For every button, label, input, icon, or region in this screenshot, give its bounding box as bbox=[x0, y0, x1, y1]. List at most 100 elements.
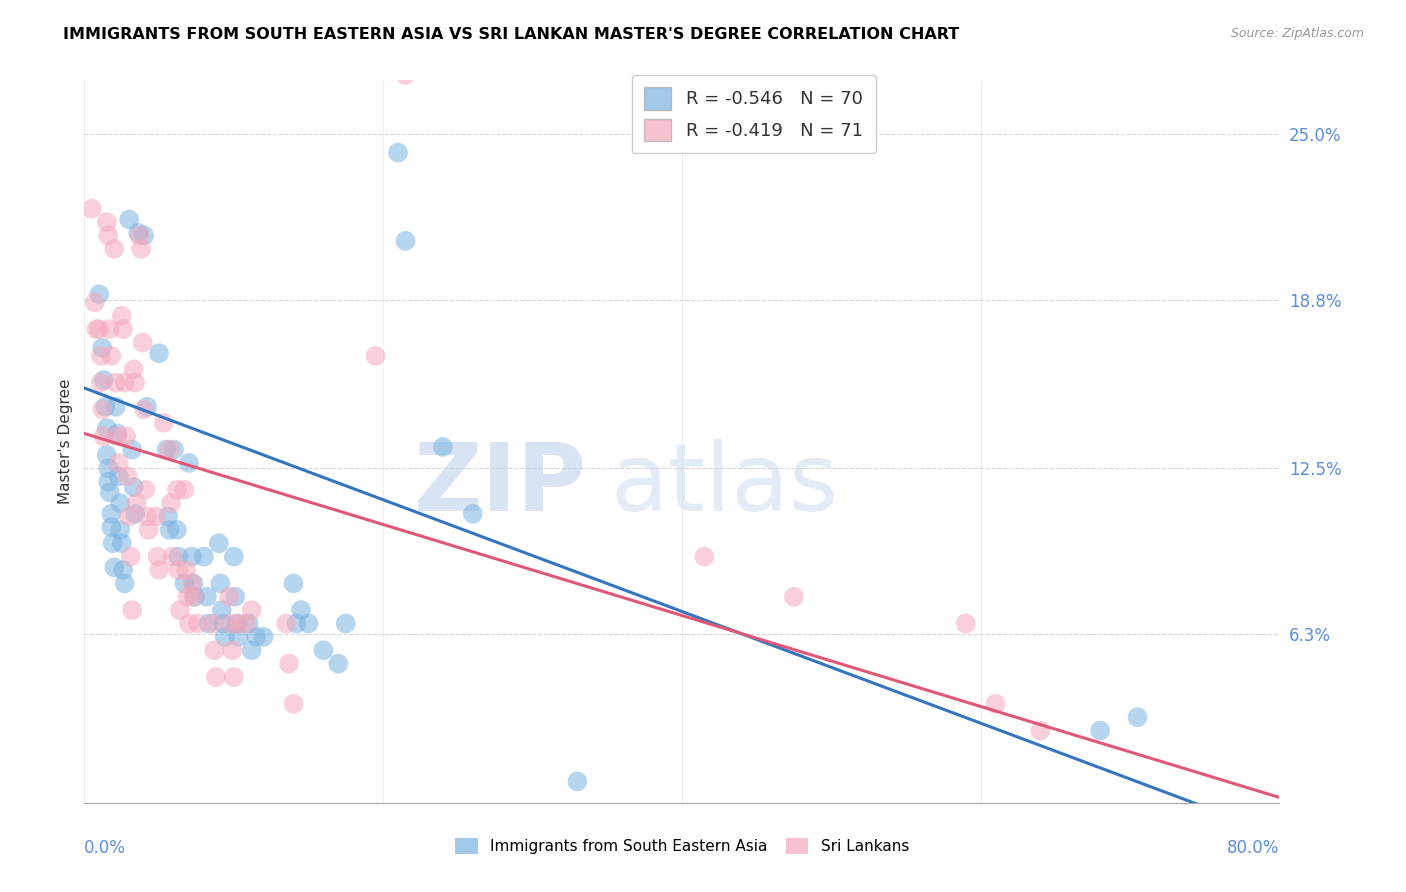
Point bbox=[132, 402, 156, 417]
Point bbox=[245, 630, 267, 644]
Text: ZIP: ZIP bbox=[413, 439, 586, 531]
Point bbox=[783, 590, 806, 604]
Point bbox=[97, 475, 120, 489]
Point bbox=[112, 563, 135, 577]
Point bbox=[124, 507, 146, 521]
Point bbox=[290, 603, 312, 617]
Point bbox=[96, 215, 118, 229]
Point bbox=[86, 322, 108, 336]
Point bbox=[131, 335, 153, 350]
Point bbox=[125, 496, 148, 510]
Point bbox=[100, 507, 122, 521]
Point bbox=[111, 309, 134, 323]
Point bbox=[96, 421, 118, 435]
Point bbox=[274, 616, 297, 631]
Point bbox=[91, 341, 114, 355]
Point bbox=[107, 456, 129, 470]
Point bbox=[107, 469, 129, 483]
Point bbox=[693, 549, 716, 564]
Point bbox=[136, 509, 159, 524]
Point bbox=[120, 549, 142, 564]
Point bbox=[80, 202, 103, 216]
Point bbox=[98, 485, 121, 500]
Point bbox=[1126, 710, 1149, 724]
Point bbox=[173, 576, 195, 591]
Point bbox=[208, 536, 231, 550]
Point bbox=[177, 616, 200, 631]
Point bbox=[157, 509, 180, 524]
Point bbox=[135, 483, 157, 497]
Point bbox=[145, 509, 167, 524]
Point bbox=[218, 590, 240, 604]
Legend: Immigrants from South Eastern Asia, Sri Lankans: Immigrants from South Eastern Asia, Sri … bbox=[449, 832, 915, 860]
Point bbox=[97, 461, 120, 475]
Point bbox=[110, 523, 132, 537]
Point bbox=[162, 549, 184, 564]
Point bbox=[240, 643, 263, 657]
Point bbox=[160, 496, 183, 510]
Point bbox=[955, 616, 977, 631]
Point bbox=[167, 549, 190, 564]
Point bbox=[159, 523, 181, 537]
Point bbox=[129, 242, 152, 256]
Point bbox=[121, 442, 143, 457]
Point bbox=[278, 657, 301, 671]
Point bbox=[394, 68, 416, 82]
Point bbox=[104, 376, 127, 390]
Point bbox=[173, 483, 195, 497]
Point bbox=[283, 697, 305, 711]
Point bbox=[181, 549, 204, 564]
Point bbox=[201, 616, 224, 631]
Point bbox=[127, 226, 149, 240]
Point bbox=[209, 576, 232, 591]
Point bbox=[283, 576, 305, 591]
Point bbox=[112, 322, 135, 336]
Text: IMMIGRANTS FROM SOUTH EASTERN ASIA VS SRI LANKAN MASTER'S DEGREE CORRELATION CHA: IMMIGRANTS FROM SOUTH EASTERN ASIA VS SR… bbox=[63, 27, 959, 42]
Point bbox=[984, 697, 1007, 711]
Point bbox=[253, 630, 276, 644]
Point bbox=[461, 507, 484, 521]
Point bbox=[101, 536, 124, 550]
Y-axis label: Master's Degree: Master's Degree bbox=[58, 379, 73, 504]
Point bbox=[90, 349, 112, 363]
Point bbox=[364, 349, 387, 363]
Point bbox=[226, 630, 249, 644]
Point bbox=[100, 520, 122, 534]
Point bbox=[155, 442, 177, 457]
Point bbox=[335, 616, 357, 631]
Point bbox=[202, 643, 225, 657]
Point bbox=[103, 242, 125, 256]
Point bbox=[226, 616, 249, 631]
Point bbox=[183, 576, 205, 591]
Text: atlas: atlas bbox=[610, 439, 838, 531]
Point bbox=[297, 616, 319, 631]
Point bbox=[222, 670, 245, 684]
Point bbox=[90, 376, 112, 390]
Point bbox=[159, 442, 181, 457]
Point bbox=[177, 456, 200, 470]
Point bbox=[238, 616, 260, 631]
Point bbox=[122, 362, 145, 376]
Point bbox=[103, 560, 125, 574]
Point bbox=[224, 590, 246, 604]
Point bbox=[166, 483, 188, 497]
Point bbox=[83, 295, 105, 310]
Point bbox=[211, 603, 233, 617]
Point bbox=[114, 576, 136, 591]
Point bbox=[214, 630, 236, 644]
Point bbox=[174, 563, 197, 577]
Point bbox=[328, 657, 350, 671]
Point bbox=[110, 496, 132, 510]
Point bbox=[118, 212, 141, 227]
Point bbox=[94, 400, 117, 414]
Point bbox=[212, 616, 235, 631]
Point bbox=[136, 400, 159, 414]
Point bbox=[1029, 723, 1052, 738]
Point bbox=[312, 643, 335, 657]
Point bbox=[240, 603, 263, 617]
Point bbox=[121, 603, 143, 617]
Point bbox=[169, 603, 191, 617]
Point bbox=[235, 616, 257, 631]
Point bbox=[222, 549, 245, 564]
Point bbox=[138, 523, 160, 537]
